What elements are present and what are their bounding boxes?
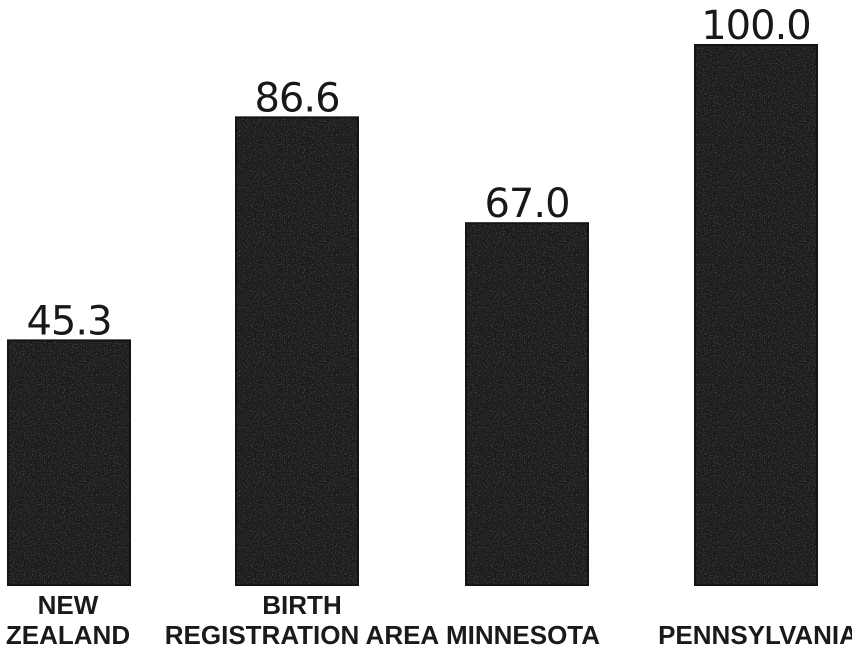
category-label-4: PENNSYLVANIA bbox=[658, 620, 852, 650]
value-labels: 45.3 86.6 67.0 100.0 bbox=[26, 3, 811, 344]
value-label-3: 67.0 bbox=[484, 181, 569, 227]
bar-3 bbox=[465, 222, 589, 586]
category-label-2: BIRTH REGISTRATION AREA bbox=[165, 590, 440, 650]
category-label-1: NEW ZEALAND bbox=[6, 590, 130, 650]
value-label-4: 100.0 bbox=[701, 3, 811, 49]
bar-2 bbox=[235, 116, 359, 587]
category-label-3: MINNESOTA bbox=[446, 620, 600, 650]
bar-4 bbox=[694, 44, 818, 586]
bar-1 bbox=[7, 339, 131, 586]
value-label-2: 86.6 bbox=[254, 75, 339, 121]
value-label-1: 45.3 bbox=[26, 298, 111, 344]
category-labels: NEW ZEALAND BIRTH REGISTRATION AREA MINNESOT… bbox=[6, 590, 852, 650]
bars bbox=[7, 44, 818, 587]
